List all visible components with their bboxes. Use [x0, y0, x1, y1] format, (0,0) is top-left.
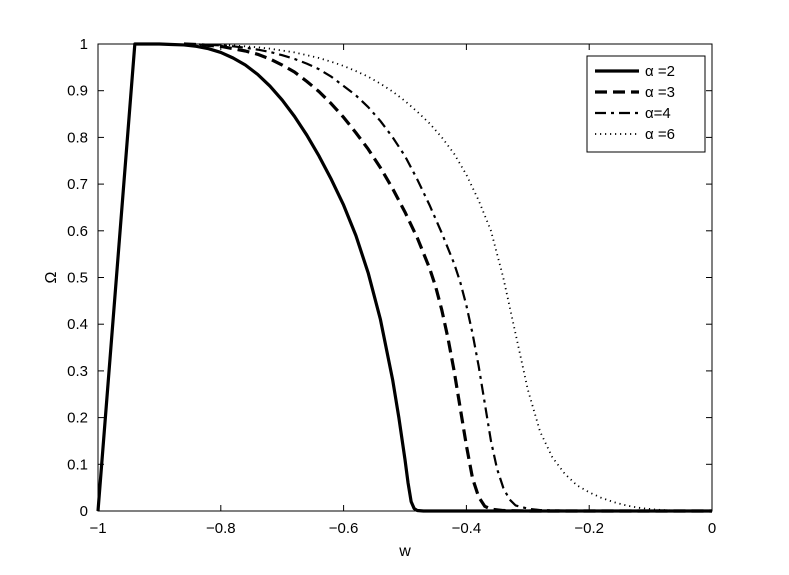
y-tick-label: 0.8	[67, 129, 88, 146]
series-line-1	[96, 42, 712, 513]
y-tick-label: 0.6	[67, 223, 88, 240]
x-tick-label: 0	[708, 520, 716, 537]
series-line-2	[183, 42, 712, 513]
y-tick-label: 1	[80, 36, 88, 53]
legend-label-3: α=4	[645, 105, 671, 122]
x-tick-label: −1	[89, 520, 106, 537]
legend-label-4: α =6	[645, 126, 675, 143]
y-tick-label: 0.9	[67, 83, 88, 100]
series-line-3	[183, 42, 712, 513]
y-tick-label: 0.7	[67, 176, 88, 193]
y-tick-label: 0.4	[67, 316, 88, 333]
series-layer	[96, 42, 713, 513]
y-tick-label: 0.5	[67, 270, 88, 287]
series-line-4	[183, 43, 713, 512]
x-tick-label: −0.8	[206, 520, 236, 537]
x-tick-label: −0.6	[329, 520, 359, 537]
legend-label-1: α =2	[645, 63, 675, 80]
y-tick-label: 0.3	[67, 363, 88, 380]
y-tick-label: 0.1	[67, 456, 88, 473]
legend: α =2 α =3 α=4 α =6	[586, 55, 706, 153]
x-axis-label: w	[398, 543, 411, 560]
y-tick-label: 0	[80, 503, 88, 520]
x-tick-label: −0.2	[574, 520, 604, 537]
y-tick-label: 0.2	[67, 410, 88, 427]
legend-label-2: α =3	[645, 84, 675, 101]
axes-layer: −1 −0.8 −0.6 −0.4 −0.2 0 0 0.1 0.2 0.3 0.4 0.5 0.6 0.…	[43, 36, 716, 560]
x-tick-label: −0.4	[452, 520, 482, 537]
y-axis-label: Ω	[43, 271, 60, 283]
